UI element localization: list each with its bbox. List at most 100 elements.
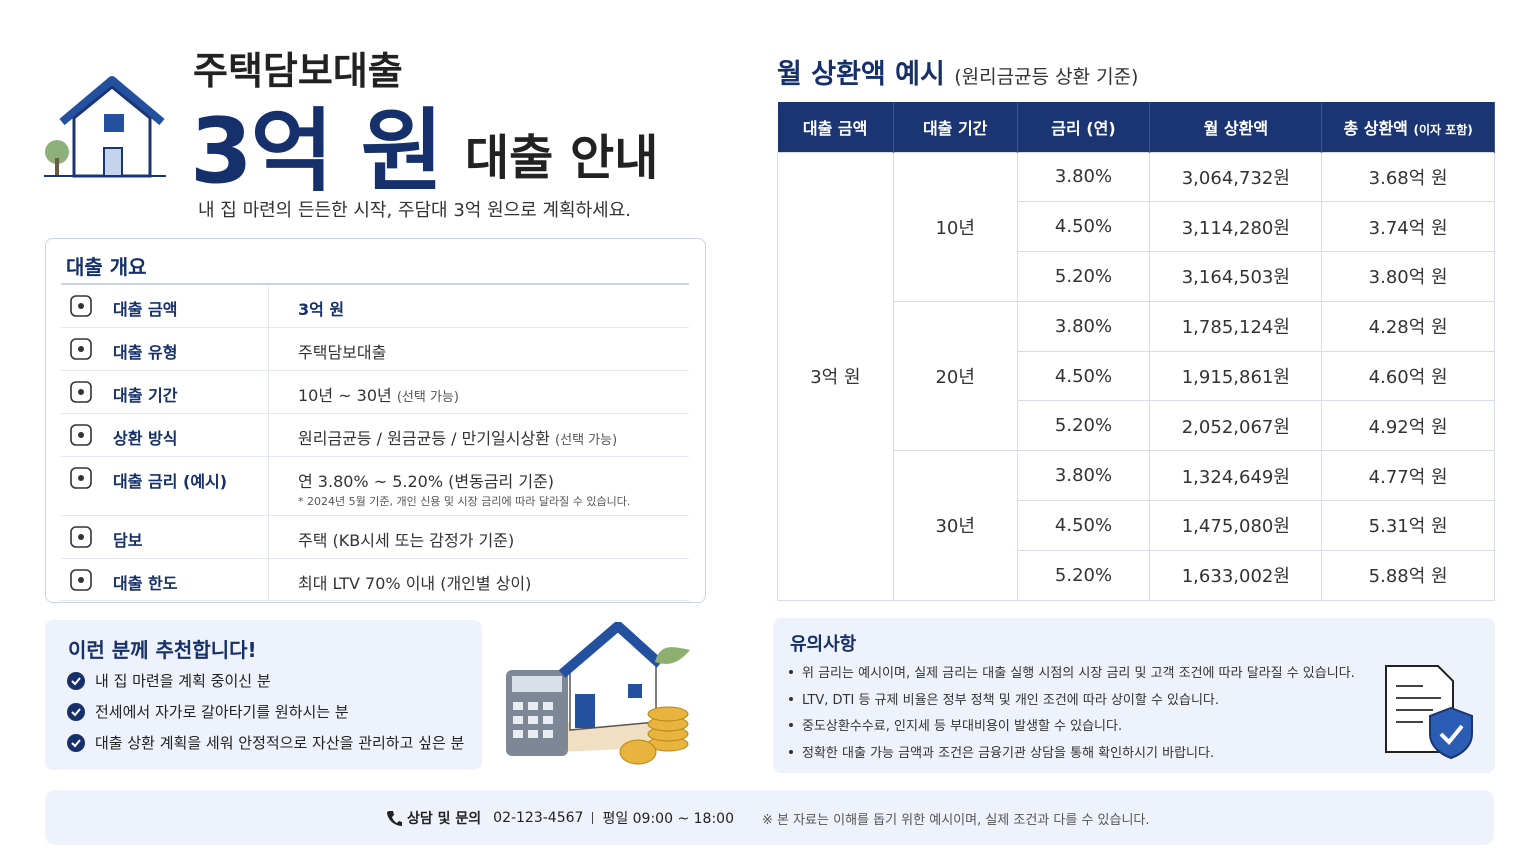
total-cell: 4.92억 원 [1321,400,1495,452]
overview-row: 대출 금액 3억 원 [61,285,689,328]
monthly-cell: 1,324,649원 [1149,450,1323,502]
row-value: 3억 원 [298,296,344,320]
table-row: 4.50% 1,475,080원 5.31억 원 [778,500,1495,551]
document-icon [1385,665,1473,760]
row-value-text: 3억 원 [298,300,345,319]
separator [592,812,594,824]
row-label: 대출 금리 (예시) [113,472,228,491]
recommend-text: 전세에서 자가로 갈아타기를 원하시는 분 [95,703,349,721]
rate-cell: 3.80% [1016,300,1151,352]
rate-cell: 3.80% [1016,151,1151,203]
monthly-cell: 3,114,280원 [1149,201,1323,253]
rate-cell: 5.20% [1016,251,1151,302]
header-cell: 금리 (연) [1017,102,1151,152]
table-row: 4.50% 3,114,280원 3.74억 원 [778,201,1495,253]
recommend-item: 대출 상환 계획을 세워 안정적으로 자산을 관리하고 싶은 분 [67,732,464,753]
row-value: 원리금균등 / 원금균등 / 만기일시상환 (선택 가능) [298,425,617,449]
footer-content: 상담 및 문의 02-123-4567 평일 09:00 ~ 18:00 ※ 본… [385,808,1150,828]
hours: 평일 09:00 ~ 18:00 [602,811,734,827]
table-row: 5.20% 3,164,503원 3.80억 원 [778,251,1495,302]
row-footnote: * 2024년 5월 기준, 개인 신용 및 시장 금리에 따라 달라질 수 있… [298,495,631,508]
monthly-cell: 1,475,080원 [1149,500,1323,551]
title-amount: 3억 원 [190,99,444,204]
table-row: 5.20% 2,052,067원 4.92억 원 [778,400,1495,452]
table-row: 5.20% 1,633,002원 5.88억 원 [778,549,1495,601]
recommend-item: 내 집 마련을 계획 중이신 분 [67,670,271,691]
phone-icon [387,811,402,826]
header-text: 대출 기간 [922,118,988,138]
recommend-item: 전세에서 자가로 갈아타기를 원하시는 분 [67,701,349,722]
row-label: 대출 유형 [113,343,178,362]
recommend-text: 내 집 마련을 계획 중이신 분 [95,672,271,690]
row-value: 최대 LTV 70% 이내 (개인별 상이) [298,570,531,594]
subtitle: 내 집 마련의 든든한 시작, 주담대 3억 원으로 계획하세요. [198,200,631,221]
rate-cell: 4.50% [1016,201,1151,253]
bullet [789,696,793,701]
row-label: 대출 기간 [113,386,178,405]
overview-row: 대출 기간 10년 ~ 30년 (선택 가능) [61,371,689,414]
monthly-cell: 1,915,861원 [1149,350,1323,402]
monthly-cell: 3,164,503원 [1149,251,1323,302]
divider [268,285,269,601]
notice-item: 위 금리는 예시이며, 실제 금리는 대출 실행 시점의 시장 금리 및 고객 … [789,662,1355,681]
header-cell: 총 상환액 (이자 포함) [1321,102,1495,152]
monthly-cell: 1,785,124원 [1149,300,1323,352]
total-cell: 5.88억 원 [1321,549,1495,601]
rate-cell: 5.20% [1016,549,1151,601]
table-row: 4.50% 1,915,861원 4.60억 원 [778,350,1495,402]
divider [61,283,689,285]
row-label: 담보 [113,531,143,550]
row-value-text: 주택 (KB시세 또는 감정가 기준) [298,531,515,550]
monthly-cell: 3,064,732원 [1149,151,1323,203]
notice-text: 정확한 대출 가능 금액과 조건은 금융기관 상담을 통해 확인하시기 바랍니다… [802,745,1215,761]
illustration [506,622,690,765]
header-note: (이자 포함) [1413,122,1473,137]
overview-box: 대출 개요 대출 금액 3억 원 대출 유형 주택담보대출 대출 기간 10년 ~ 30년… [45,238,706,603]
rate-cell: 4.50% [1016,350,1151,402]
schedule-title-text: 월 상환액 예시 [777,59,945,90]
row-icon [67,523,95,555]
overview-row: 상환 방식 원리금균등 / 원금균등 / 만기일시상환 (선택 가능) [61,414,689,457]
total-cell: 4.28억 원 [1321,300,1495,352]
row-value-text: 10년 ~ 30년 [298,386,392,405]
disclaimer: ※ 본 자료는 이해를 돕기 위한 예시이며, 실제 조건과 다를 수 있습니다… [761,812,1150,828]
recommend-title: 이런 분께 추천합니다! [68,638,257,662]
recommend-text: 대출 상환 계획을 세워 안정적으로 자산을 관리하고 싶은 분 [95,734,465,752]
header-cell: 대출 금액 [777,102,894,152]
row-icon [67,335,95,367]
schedule-title: 월 상환액 예시 (원리금균등 상환 기준) [777,52,1138,91]
total-cell: 4.77억 원 [1321,450,1495,502]
notice-title: 유의사항 [790,634,857,655]
term-cell: 30년 [892,450,1018,601]
loan-amount-cell: 3억 원 [777,151,894,601]
rate-cell: 5.20% [1016,400,1151,452]
row-icon [67,566,95,598]
check-icon [67,702,85,721]
notice-box: 유의사항 위 금리는 예시이며, 실제 금리는 대출 실행 시점의 시장 금리 … [773,618,1495,773]
header-text: 대출 금액 [802,118,868,138]
row-value-text: 최대 LTV 70% 이내 (개인별 상이) [298,574,532,593]
table-row: 20년 3.80% 1,785,124원 4.28억 원 [778,300,1495,452]
contact-label: 상담 및 문의 [407,811,482,827]
phone: 02-123-4567 [493,810,584,826]
row-value-text: 연 3.80% ~ 5.20% [298,472,444,491]
row-value: 주택 (KB시세 또는 감정가 기준) [298,527,514,551]
rate-cell: 3.80% [1016,450,1151,502]
check-icon [67,671,85,690]
row-value-note: (변동금리 기준) [448,472,555,491]
row-label: 상환 방식 [113,429,178,448]
rate-cell: 4.50% [1016,500,1151,551]
title-suffix: 대출 안내 [465,130,659,186]
total-cell: 3.68억 원 [1321,151,1495,203]
table-row: 30년 3.80% 1,324,649원 4.77억 원 [778,450,1495,601]
row-icon [67,464,95,496]
header-text: 월 상환액 [1203,118,1269,138]
bullet [789,749,793,754]
schedule-table: 대출 금액 대출 기간 금리 (연) 월 상환액 총 상환액 (이자 포함) 3억 원 10… [777,102,1495,601]
title-top: 주택담보대출 [193,49,403,93]
notice-text: LTV, DTI 등 규제 비율은 정부 정책 및 개인 조건에 따라 상이할 … [802,692,1220,708]
term-cell: 20년 [892,300,1018,452]
